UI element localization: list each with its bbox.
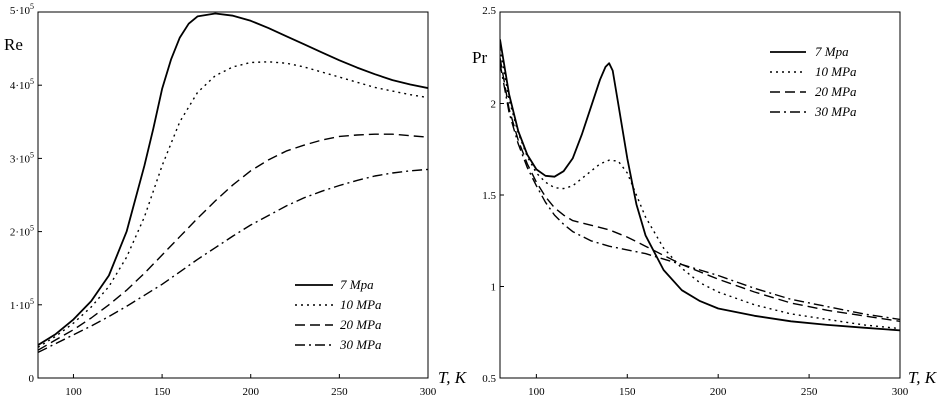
- y-tick-label: 0.5: [482, 373, 496, 385]
- series-line-2: [500, 48, 900, 330]
- series-line-4: [500, 63, 900, 321]
- x-tick-label: 100: [65, 386, 82, 398]
- x-tick-label: 300: [420, 386, 437, 398]
- y-tick-label: 5·105: [10, 2, 34, 17]
- legend-label: 20 MPa: [340, 317, 382, 332]
- legend: 7 Mpa 10 MPa 20 MPa 30 MPa: [295, 277, 382, 352]
- x-tick-label: 150: [154, 386, 171, 398]
- legend-label: 30 MPa: [814, 104, 857, 119]
- x-tick-label: 100: [528, 386, 545, 398]
- series-line-1: [38, 12, 428, 346]
- y-tick-label: 0: [29, 373, 35, 385]
- chart-1: 100 150 200 250 300 0 1·105 2·105 3·105 4·105 5·10…: [4, 2, 468, 398]
- y-tick-label: 1.5: [482, 190, 496, 202]
- legend-label: 30 MPa: [339, 337, 382, 352]
- y-axis-label: Pr: [472, 48, 487, 67]
- plot-frame: [37, 11, 429, 379]
- y-tick-label: 1·105: [10, 297, 34, 312]
- legend-label: 10 MPa: [340, 297, 382, 312]
- series-line-4: [38, 168, 428, 354]
- x-tick-label: 250: [331, 386, 348, 398]
- legend-label: 20 MPa: [815, 84, 857, 99]
- y-tick-label: 2.5: [482, 5, 496, 17]
- x-tick-label: 250: [801, 386, 818, 398]
- y-tick-label: 4·105: [10, 77, 34, 92]
- legend-label: 10 MPa: [815, 64, 857, 79]
- series-line-3: [38, 133, 428, 351]
- y-axis-label: Re: [4, 35, 23, 54]
- x-axis-label: T, K: [908, 368, 938, 387]
- legend-label: 7 Mpa: [340, 277, 374, 292]
- y-tick-label: 2: [491, 99, 497, 111]
- x-tick-label: 200: [710, 386, 727, 398]
- legend-label: 7 Mpa: [815, 44, 849, 59]
- series-line-2: [38, 61, 428, 348]
- x-axis-label: T, K: [438, 368, 468, 387]
- y-tick-label: 2·105: [10, 224, 34, 239]
- legend: 7 Mpa 10 MPa 20 MPa 30 MPa: [770, 44, 857, 119]
- series-line-1: [500, 39, 900, 332]
- x-tick-label: 300: [892, 386, 909, 398]
- chart-2: 100 150 200 250 300 0.5 1 1.5 2 2.5 Pr T, K 7 Mpa 10 …: [472, 5, 938, 398]
- series-line-3: [500, 57, 900, 322]
- x-tick-label: 200: [242, 386, 259, 398]
- x-tick-label: 150: [619, 386, 636, 398]
- y-tick-label: 1: [491, 282, 497, 294]
- y-tick-label: 3·105: [10, 150, 34, 165]
